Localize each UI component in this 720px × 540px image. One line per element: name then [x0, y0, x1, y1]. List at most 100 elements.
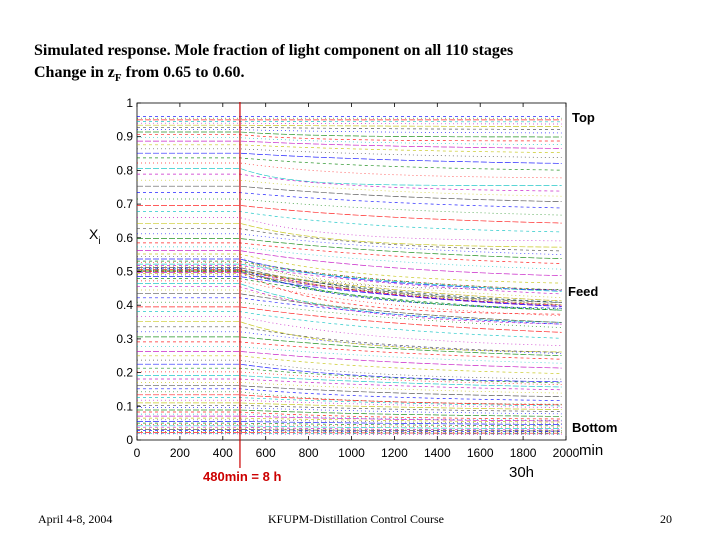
- stage-trace: [137, 273, 562, 305]
- stage-trace: [137, 355, 562, 374]
- stage-trace: [137, 426, 562, 431]
- title-line-1: Simulated response. Mole fraction of lig…: [34, 42, 514, 59]
- y-axis-label: Xi: [89, 226, 101, 247]
- stage-trace: [137, 316, 562, 346]
- stage-trace: [137, 274, 562, 305]
- y-tick-label: 0.4: [116, 298, 133, 312]
- x-tick-label: 1200: [381, 446, 408, 460]
- stage-trace: [137, 359, 562, 380]
- stage-trace: [137, 262, 562, 291]
- y-tick-label: 0.9: [116, 130, 133, 144]
- stage-trace: [137, 162, 562, 179]
- top-annotation: Top: [572, 110, 595, 125]
- y-tick-label: 0: [126, 433, 133, 447]
- footer-course: KFUPM-Distillation Control Course: [268, 512, 445, 526]
- stage-trace: [137, 129, 562, 134]
- stage-trace: [137, 411, 562, 420]
- y-tick-label: 0.8: [116, 163, 133, 177]
- stage-trace: [137, 148, 562, 158]
- stage-trace: [137, 270, 562, 303]
- stage-trace: [137, 422, 562, 427]
- stage-trace: [137, 185, 562, 203]
- stage-trace: [137, 293, 562, 323]
- stage-trace: [137, 228, 562, 252]
- stage-trace: [137, 152, 562, 164]
- stage-trace: [137, 429, 562, 432]
- stage-trace: [137, 192, 562, 209]
- stage-trace: [137, 269, 562, 302]
- stage-trace: [137, 265, 562, 295]
- stage-trace: [137, 413, 562, 421]
- x-tick-label: 1400: [424, 446, 451, 460]
- x-tick-label: 1800: [510, 446, 537, 460]
- y-axis-label-subscript: i: [98, 236, 100, 247]
- stage-trace: [137, 394, 562, 406]
- stage-trace: [137, 250, 562, 277]
- x-axis-unit-label: min: [579, 442, 603, 459]
- stage-trace: [137, 321, 562, 353]
- stage-trace: [137, 173, 562, 192]
- stage-trace: [137, 140, 562, 149]
- stage-trace: [137, 276, 562, 307]
- stage-trace: [137, 122, 562, 125]
- x-tick-label: 400: [213, 446, 233, 460]
- stage-trace: [137, 331, 562, 354]
- stage-trace: [137, 278, 562, 311]
- y-tick-label: 0.1: [116, 399, 133, 413]
- x-tick-label: 200: [170, 446, 190, 460]
- title-line-2: Change in zF from 0.65 to 0.60.: [34, 62, 714, 89]
- stage-trace: [137, 385, 562, 398]
- x-tick-label: 0: [134, 446, 141, 460]
- title-subscript: F: [114, 72, 122, 85]
- y-tick-label: 0.3: [116, 332, 133, 346]
- y-tick-label: 0.6: [116, 231, 133, 245]
- stage-trace: [137, 271, 562, 315]
- x-tick-label: 800: [299, 446, 319, 460]
- stage-trace: [137, 399, 562, 408]
- stage-trace: [137, 409, 562, 417]
- end-time-label: 30h: [509, 464, 534, 481]
- y-axis-ticks: 0 0.1 0.2 0.3 0.4 0.5 0.6 0.7 0.8 0.9 1: [116, 96, 141, 447]
- stage-trace: [137, 205, 562, 224]
- stage-trace: [137, 211, 562, 233]
- stage-trace: [137, 126, 562, 130]
- stage-trace: [137, 198, 562, 216]
- stage-trace: [137, 432, 562, 435]
- stage-trace: [137, 297, 562, 325]
- stage-trace: [137, 363, 562, 383]
- stage-trace: [137, 233, 562, 255]
- stage-trace: [137, 378, 562, 391]
- x-tick-label: 1000: [338, 446, 365, 460]
- stage-trace: [137, 404, 562, 412]
- title-suffix: from 0.65 to 0.60.: [121, 64, 245, 81]
- stage-trace: [137, 407, 562, 415]
- footer-page-number: 20: [660, 512, 672, 526]
- stage-trace: [137, 428, 562, 431]
- stage-trace: [137, 351, 562, 369]
- y-tick-label: 0.7: [116, 197, 133, 211]
- stage-trace: [137, 242, 562, 264]
- stage-trace: [137, 270, 562, 302]
- x-axis-ticks: 0 200 400 600 800 1000 1200 1400 1600 1800 2000: [134, 103, 580, 460]
- stage-trace: [137, 424, 562, 428]
- stage-trace: [137, 431, 562, 433]
- stage-trace: [137, 263, 562, 292]
- stage-trace: [137, 238, 562, 260]
- stage-trace: [137, 179, 562, 197]
- x-tick-label: 2000: [553, 446, 580, 460]
- step-annotation: 480min = 8 h: [203, 469, 281, 484]
- y-tick-label: 0.5: [116, 265, 133, 279]
- stage-trace: [137, 430, 562, 433]
- stage-trace: [137, 246, 562, 270]
- stage-trace: [137, 402, 562, 410]
- stage-trace: [137, 388, 562, 401]
- stage-trace: [137, 268, 562, 310]
- stage-trace: [137, 432, 562, 434]
- y-tick-label: 0.2: [116, 366, 133, 380]
- stage-trace: [137, 391, 562, 405]
- stage-trace: [137, 341, 562, 360]
- stage-trace: [137, 367, 562, 384]
- stage-trace: [137, 286, 562, 325]
- stage-trace: [137, 301, 562, 328]
- bottom-annotation: Bottom: [572, 420, 618, 435]
